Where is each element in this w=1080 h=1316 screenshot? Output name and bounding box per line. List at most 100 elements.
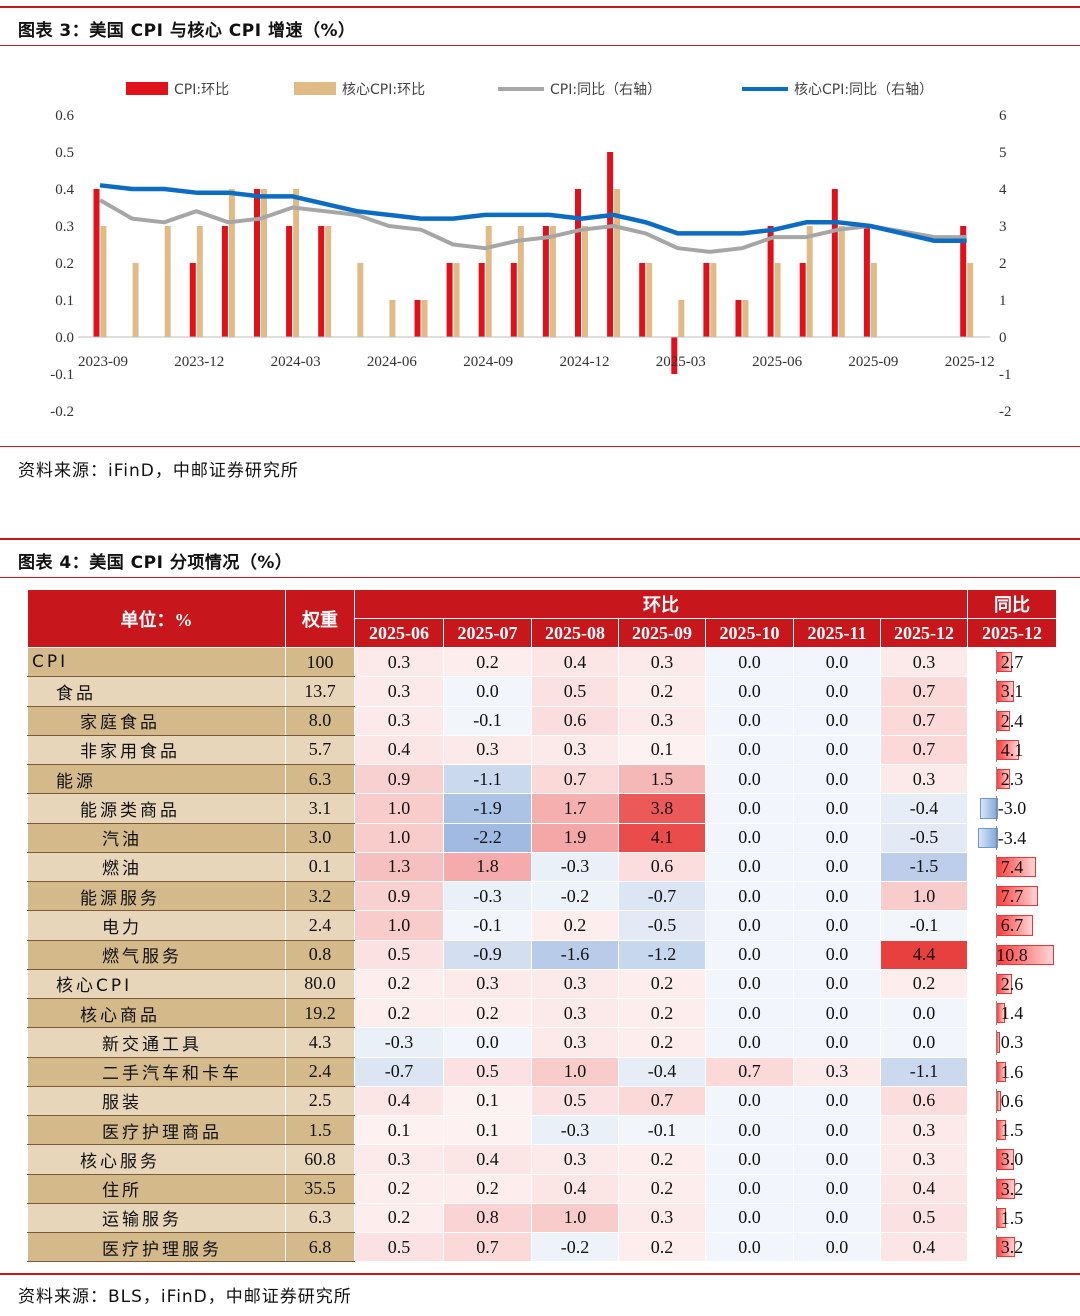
row-label: 运输服务 — [27, 1202, 286, 1234]
weight-cell: 35.5 — [285, 1173, 355, 1204]
yoy-data-bar — [978, 827, 999, 848]
mom-cell: 0.0 — [705, 763, 794, 795]
core-cpi-mom-bar — [614, 189, 621, 337]
mom-cell: 0.4 — [354, 734, 444, 766]
mom-cell: 0.0 — [793, 646, 881, 678]
legend-item: CPI:环比 — [126, 82, 229, 98]
mom-cell: 0.7 — [879, 734, 969, 766]
mom-cell: 1.3 — [354, 851, 444, 883]
x-tick-label: 2025-12 — [945, 354, 995, 370]
x-tick-label: 2023-12 — [174, 354, 224, 370]
mom-cell: 0.0 — [793, 705, 881, 736]
table-row: 能源 6.3 0.9 -1.1 0.7 1.5 0.0 0.0 0.3 2.3 — [27, 763, 1058, 795]
mom-cell: 0.0 — [793, 1173, 881, 1204]
figure4-source: 资料来源：BLS，iFinD，中邮证券研究所 — [18, 1287, 352, 1307]
row-label: 二手汽车和卡车 — [27, 1056, 286, 1087]
table-row: 二手汽车和卡车 2.4 -0.7 0.5 1.0 -0.4 0.7 0.3 -1.1 1.6 — [27, 1056, 1058, 1087]
mom-cell: -0.5 — [618, 910, 706, 941]
mom-cell: -0.4 — [618, 1056, 706, 1087]
mom-cell: 0.0 — [705, 705, 794, 736]
mom-cell: -0.3 — [354, 1027, 444, 1058]
x-tick-label: 2023-09 — [78, 354, 128, 370]
yoy-cell: 2.3 — [967, 763, 1058, 795]
mom-cell: 0.2 — [618, 997, 706, 1029]
row-label: 燃气服务 — [27, 939, 286, 970]
header-month: 2025-09 — [618, 618, 706, 648]
weight-cell: 100 — [285, 646, 355, 678]
core-cpi-mom-bar — [164, 226, 171, 337]
mom-cell: 1.0 — [354, 910, 444, 941]
cpi-components-table-wrap: 单位：% 权重 环比 同比 2025-06 2025-07 2025-08 2025-… — [27, 589, 1058, 1263]
yoy-cell: 3.1 — [967, 676, 1058, 707]
header-month: 2025-06 — [354, 618, 444, 648]
figure4-source-rule — [0, 1273, 1080, 1275]
legend-swatch — [126, 82, 168, 95]
row-label: 电力 — [27, 910, 286, 941]
mom-cell: 0.0 — [793, 910, 881, 941]
legend-item: 核心CPI:环比 — [294, 82, 425, 98]
table-row: 核心服务 60.8 0.3 0.4 0.3 0.2 0.0 0.0 0.3 3.0 — [27, 1144, 1058, 1175]
row-label: 核心服务 — [27, 1144, 286, 1175]
cpi-mom-bar — [254, 189, 260, 337]
header-yoy-month: 2025-12 — [967, 618, 1058, 648]
mom-cell: 0.3 — [531, 734, 619, 766]
mom-cell: 0.0 — [705, 851, 794, 883]
mom-cell: 0.3 — [354, 676, 444, 707]
cpi-mom-bar — [318, 226, 325, 337]
y-left-tick-label: -0.2 — [50, 404, 74, 420]
row-label: 医疗护理服务 — [27, 1231, 286, 1263]
y-left-tick-label: 0.5 — [55, 145, 74, 161]
mom-cell: -0.9 — [443, 939, 532, 970]
mom-cell: 0.2 — [354, 968, 444, 1000]
weight-cell: 3.1 — [285, 793, 355, 824]
mom-cell: 0.0 — [705, 880, 794, 912]
table-body: CPI 100 0.3 0.2 0.4 0.3 0.0 0.0 0.3 2.7 食品 13.7 0.3 0… — [27, 646, 1058, 1263]
row-label: 能源 — [27, 763, 286, 795]
core-cpi-mom-bar — [453, 263, 460, 337]
mom-cell: 0.1 — [443, 1085, 532, 1117]
row-label: 新交通工具 — [27, 1027, 286, 1058]
cpi-mom-bar — [831, 189, 838, 337]
yoy-data-bar — [980, 798, 999, 819]
weight-cell: 0.8 — [285, 939, 355, 970]
mom-cell: 1.0 — [879, 880, 969, 912]
legend-item: CPI:同比（右轴） — [498, 82, 661, 98]
header-month: 2025-07 — [443, 618, 532, 648]
mom-cell: 1.9 — [531, 822, 619, 853]
table-row: 住所 35.5 0.2 0.2 0.4 0.2 0.0 0.0 0.4 3.2 — [27, 1173, 1058, 1204]
table-row: 核心CPI 80.0 0.2 0.3 0.3 0.2 0.0 0.0 0.2 2.6 — [27, 968, 1058, 1000]
mom-cell: 0.3 — [531, 1144, 619, 1175]
mom-cell: 0.0 — [793, 851, 881, 883]
mom-cell: 0.1 — [443, 1114, 532, 1146]
mom-cell: 0.2 — [618, 1144, 706, 1175]
weight-cell: 19.2 — [285, 997, 355, 1029]
yoy-value: 10.8 — [996, 944, 1028, 965]
cpi-growth-chart: CPI:环比 核心CPI:环比 CPI:同比（右轴） 核心CPI:同比（右轴） -0.… — [50, 82, 1012, 420]
cpi-mom-bar — [703, 263, 710, 337]
mom-cell: 0.0 — [705, 968, 794, 1000]
mom-cell: 0.6 — [531, 705, 619, 736]
y-right-tick-label: 4 — [999, 182, 1007, 198]
mom-cell: 0.0 — [793, 939, 881, 970]
table-row: 能源服务 3.2 0.9 -0.3 -0.2 -0.7 0.0 0.0 1.0 7.7 — [27, 880, 1058, 912]
x-axis-ticks: 2023-09 2023-12 2024-03 2024-06 2024-09 2024-… — [78, 354, 995, 370]
mom-cell: 0.0 — [705, 1085, 794, 1117]
table-row: 燃油 0.1 1.3 1.8 -0.3 0.6 0.0 0.0 -1.5 7.4 — [27, 851, 1058, 883]
mom-cell: -0.1 — [879, 910, 969, 941]
mom-cell: 0.0 — [705, 1114, 794, 1146]
row-label: 食品 — [27, 676, 286, 707]
mom-cell: 0.7 — [879, 676, 969, 707]
yoy-value: 1.5 — [1000, 1120, 1024, 1140]
yoy-value: 3.2 — [1000, 1237, 1024, 1257]
yoy-value: 2.7 — [1000, 652, 1024, 672]
core-cpi-mom-bar — [870, 263, 877, 337]
row-label: 能源类商品 — [27, 793, 286, 824]
mom-cell: 0.0 — [793, 1114, 881, 1146]
figure3-title: 图表 3：美国 CPI 与核心 CPI 增速（%） — [18, 21, 356, 41]
yoy-value: 2.6 — [1000, 973, 1024, 994]
yoy-cell: 1.4 — [967, 997, 1058, 1029]
weight-cell: 0.1 — [285, 851, 355, 883]
mom-cell: 0.3 — [793, 1056, 881, 1087]
yoy-bar-axis — [996, 942, 998, 967]
weight-cell: 2.5 — [285, 1085, 355, 1117]
